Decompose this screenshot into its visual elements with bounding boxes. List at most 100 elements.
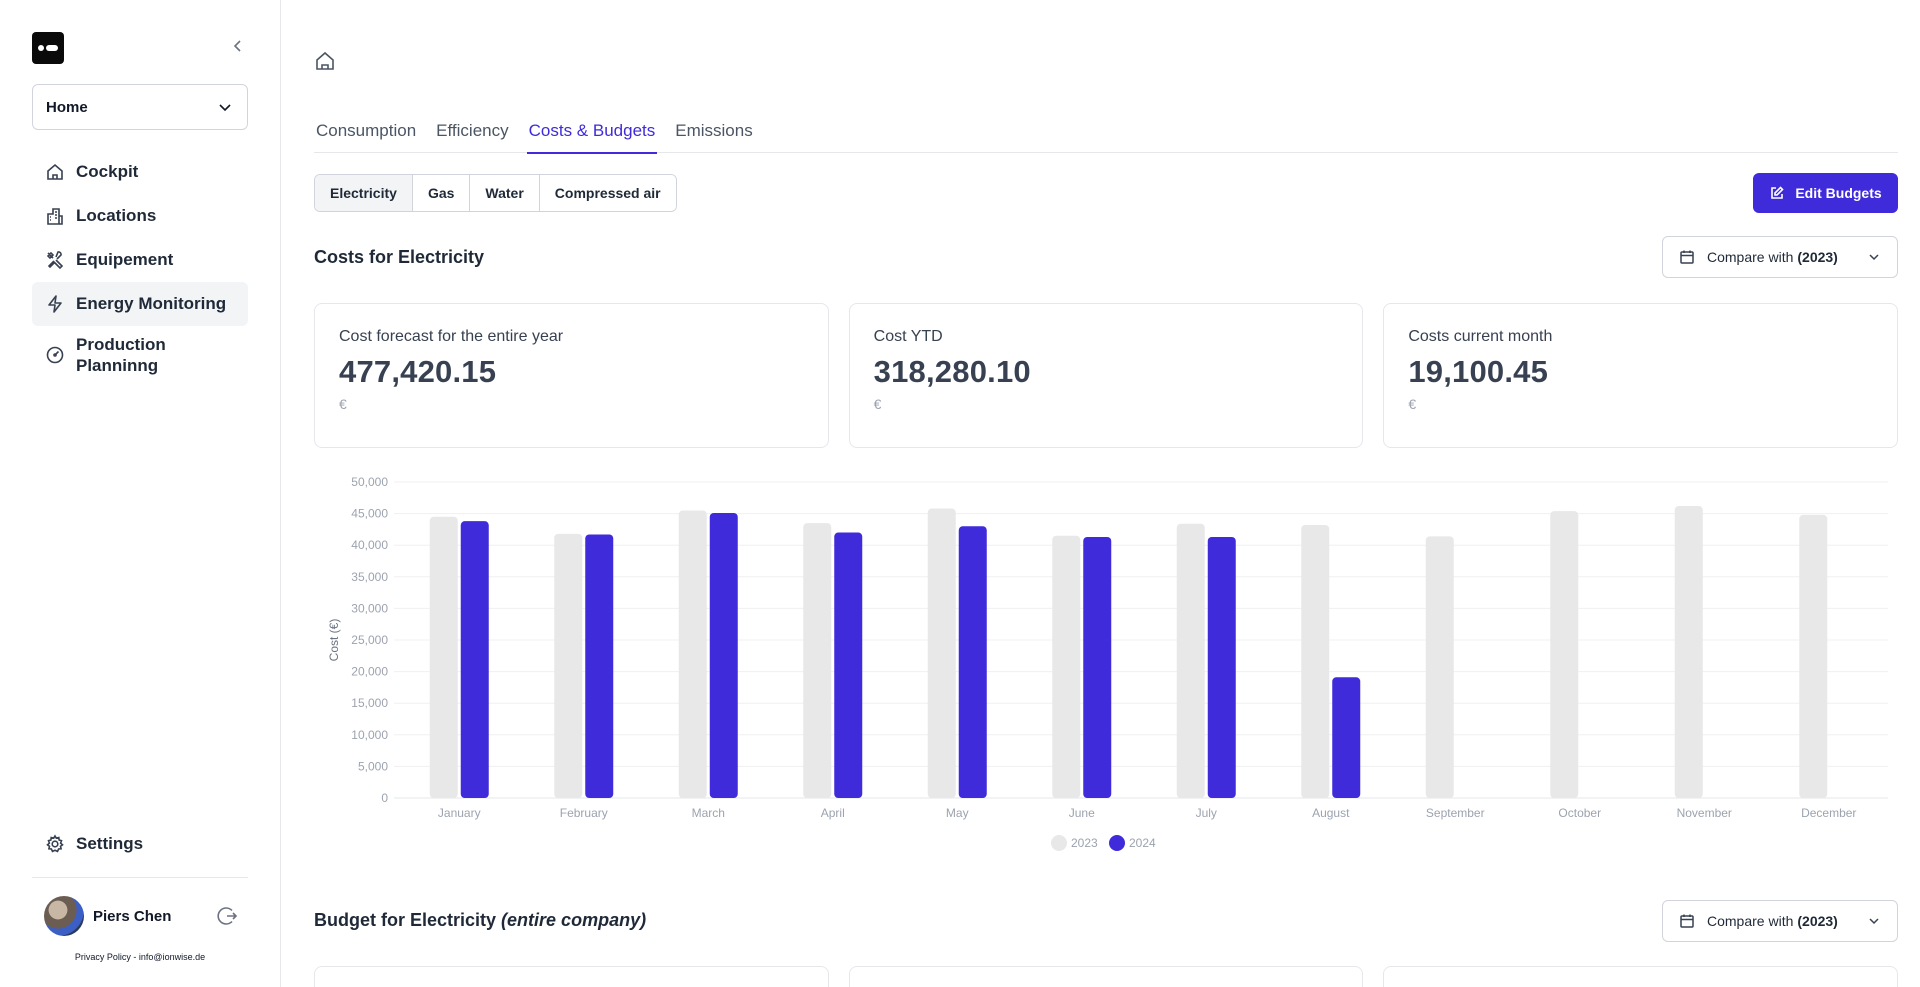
x-tick-label: December (1801, 806, 1856, 820)
bar-2023-december (1799, 514, 1828, 798)
x-tick-label: November (1677, 806, 1732, 820)
media-water-button[interactable]: Water (470, 175, 540, 211)
bar-2024-may (958, 526, 987, 798)
bar-2024-march (709, 512, 738, 798)
logo[interactable] (32, 32, 64, 64)
bar-2023-february (554, 533, 583, 798)
kpi-card-current-month: Costs current month 19,100.45 € (1383, 303, 1899, 448)
compare-year: (2023) (1797, 913, 1838, 929)
bar-2023-march (678, 510, 707, 798)
sidebar-item-locations[interactable]: Locations (32, 194, 248, 238)
kpi-unit: € (873, 396, 882, 412)
media-gas-button[interactable]: Gas (412, 175, 471, 211)
user-name: Piers Chen (93, 907, 172, 925)
tab-efficiency[interactable]: Efficiency (436, 121, 509, 140)
sidebar-item-label: Settings (76, 834, 144, 853)
sidebar-item-label: Locations (76, 206, 157, 225)
costs-compare-select[interactable]: Compare with (2023) (1662, 236, 1898, 278)
y-tick-label: 45,000 (351, 507, 388, 521)
x-tick-label: April (821, 806, 845, 820)
kpi-label: Cost YTD (873, 328, 943, 345)
kpi-card-forecast: Cost forecast for the entire year 477,42… (314, 303, 829, 448)
kpi-unit: € (1408, 396, 1417, 412)
y-tick-label: 15,000 (351, 696, 388, 710)
sidebar-item-settings[interactable]: Settings (32, 822, 248, 866)
sidebar-item-equipement[interactable]: Equipement (32, 238, 248, 282)
calendar-icon (1679, 913, 1695, 929)
kpi-label: Costs current month (1408, 328, 1553, 345)
sidebar: Home Cockpit Locations Equipement Energy… (0, 0, 281, 987)
gauge-icon (44, 344, 66, 366)
user-profile[interactable]: Piers Chen (44, 896, 248, 936)
location-select-value: Home (46, 98, 88, 116)
kpi-label: Cost forecast for the entire year (339, 328, 564, 345)
bar-2023-april (803, 523, 832, 798)
compare-label: Compare with (1707, 913, 1794, 929)
chevron-down-icon (1867, 914, 1881, 928)
y-tick-label: 5,000 (358, 759, 388, 773)
bar-2023-november (1674, 506, 1703, 798)
sidebar-item-production-planning[interactable]: Production Planninng (32, 326, 248, 384)
compare-label: Compare with (1707, 249, 1794, 265)
sidebar-nav: Cockpit Locations Equipement Energy Moni… (32, 150, 248, 384)
collapse-sidebar-icon[interactable] (226, 34, 250, 58)
sidebar-item-energy-monitoring[interactable]: Energy Monitoring (32, 282, 248, 326)
kpi-value: 318,280.10 (873, 354, 1031, 389)
y-tick-label: 50,000 (351, 475, 388, 489)
bar-2024-february (585, 534, 614, 798)
x-tick-label: July (1196, 806, 1217, 820)
footer-links[interactable]: Privacy Policy - info@ionwise.de (74, 952, 206, 962)
avatar (44, 896, 84, 936)
bar-2023-july (1176, 523, 1205, 798)
location-select[interactable]: Home (32, 84, 248, 130)
media-compressed-air-button[interactable]: Compressed air (539, 175, 676, 211)
y-tick-label: 10,000 (351, 728, 388, 742)
y-tick-label: 0 (381, 791, 388, 805)
x-tick-label: September (1426, 806, 1485, 820)
tab-consumption[interactable]: Consumption (316, 121, 417, 140)
budget-section-title: Budget for Electricity (entire company) (314, 910, 646, 931)
settings-nav: Settings (32, 822, 248, 866)
chevron-down-icon (1867, 250, 1881, 264)
kpi-value: 19,100.45 (1408, 354, 1549, 389)
bar-2024-june (1083, 536, 1112, 798)
bar-2024-april (834, 532, 863, 798)
x-tick-label: May (946, 806, 969, 820)
sidebar-item-label: Cockpit (76, 162, 139, 181)
budget-card (848, 966, 1364, 987)
chevron-down-icon (219, 104, 231, 112)
sidebar-item-cockpit[interactable]: Cockpit (32, 150, 248, 194)
building-icon (44, 205, 66, 227)
sidebar-item-label: Equipement (76, 250, 174, 269)
media-selector: Electricity Gas Water Compressed air (314, 174, 677, 212)
bar-2024-july (1207, 536, 1236, 798)
edit-budgets-label: Edit Budgets (1795, 185, 1882, 201)
bar-2023-october (1550, 511, 1579, 798)
home-breadcrumb-icon[interactable] (314, 50, 336, 72)
x-tick-label: January (438, 806, 481, 820)
edit-icon (1769, 185, 1785, 201)
calendar-icon (1679, 249, 1695, 265)
budget-card (314, 966, 829, 987)
tab-emissions[interactable]: Emissions (675, 121, 753, 140)
logout-icon[interactable] (216, 904, 240, 928)
y-tick-label: 20,000 (351, 665, 388, 679)
budget-compare-select[interactable]: Compare with (2023) (1662, 900, 1898, 942)
main-content: Consumption Efficiency Costs & Budgets E… (314, 0, 1899, 987)
sidebar-divider (32, 877, 248, 878)
x-tick-label: June (1069, 806, 1095, 820)
edit-budgets-button[interactable]: Edit Budgets (1753, 173, 1898, 213)
x-tick-label: March (692, 806, 725, 820)
y-tick-label: 40,000 (351, 538, 388, 552)
x-tick-label: February (560, 806, 608, 820)
kpi-unit: € (339, 396, 347, 412)
legend-label: 2024 (1129, 836, 1156, 850)
y-tick-label: 30,000 (351, 601, 388, 615)
bar-2024-august (1332, 677, 1361, 798)
legend-label: 2023 (1071, 836, 1098, 850)
kpi-card-ytd: Cost YTD 318,280.10 € (848, 303, 1364, 448)
tab-costs-budgets[interactable]: Costs & Budgets (526, 117, 658, 154)
cost-kpi-cards: Cost forecast for the entire year 477,42… (314, 303, 1899, 448)
media-electricity-button[interactable]: Electricity (315, 175, 413, 211)
kpi-value: 477,420.15 (339, 354, 497, 389)
